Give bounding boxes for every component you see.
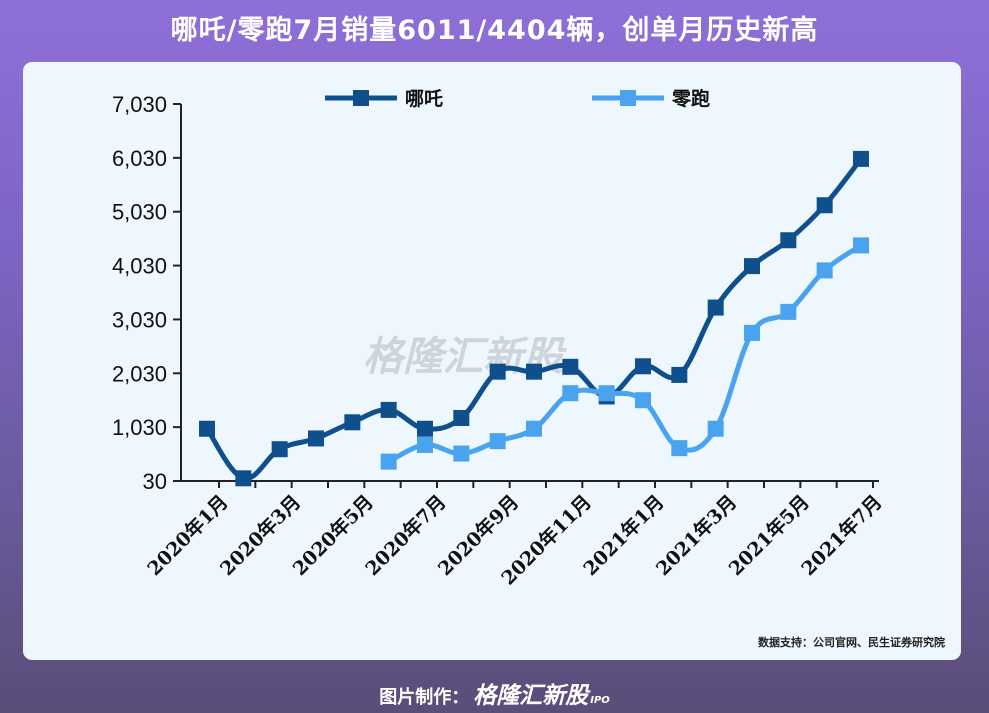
series-marker-1 xyxy=(853,237,869,254)
series-marker-0 xyxy=(671,366,688,383)
series-marker-1 xyxy=(380,453,397,470)
y-tick-label: 30 xyxy=(143,469,167,494)
series-marker-1 xyxy=(780,303,797,320)
legend-marker-1 xyxy=(620,90,636,106)
footer-ipo: IPO xyxy=(590,695,610,706)
y-tick-label: 3,030 xyxy=(112,307,167,332)
series-marker-0 xyxy=(308,430,324,447)
y-tick-label: 4,030 xyxy=(112,254,167,279)
line-chart: 格隆汇新股 301,0302,0303,0304,0305,0306,0307,… xyxy=(112,87,887,589)
series-marker-1 xyxy=(489,433,506,450)
series-marker-0 xyxy=(635,358,651,375)
series-marker-0 xyxy=(235,470,252,487)
y-tick-label: 1,030 xyxy=(112,415,167,440)
y-tick-label: 5,030 xyxy=(112,200,167,225)
series-marker-0 xyxy=(707,299,724,316)
series-marker-1 xyxy=(816,262,833,279)
chart-card: 格隆汇新股 30 1,030 2,030 3,030 4,030 5,030 6,030 7,… xyxy=(23,62,961,660)
footer-brand: 格隆汇新股 xyxy=(473,683,589,709)
y-tick-label: 6,030 xyxy=(112,146,167,171)
series-marker-1 xyxy=(417,436,433,453)
series-marker-0 xyxy=(489,363,506,380)
legend-label-0: 哪吒 xyxy=(405,88,443,110)
legend-marker-0 xyxy=(353,90,369,106)
series-marker-0 xyxy=(380,401,397,418)
source-note: 数据支持：公司官网、民生证券研究院 xyxy=(758,636,945,649)
series-marker-0 xyxy=(780,232,797,249)
series-marker-1 xyxy=(671,440,688,457)
series-marker-1 xyxy=(598,385,615,402)
series-marker-0 xyxy=(344,414,361,431)
y-tick-label: 7,030 xyxy=(112,92,167,117)
series-marker-0 xyxy=(526,363,542,380)
legend-label-1: 零跑 xyxy=(671,87,710,110)
page-title: 哪吒/零跑7月销量6011/4404辆，创单月历史新高 xyxy=(170,15,819,46)
series-marker-0 xyxy=(744,258,760,275)
series-marker-0 xyxy=(562,358,579,375)
series-marker-1 xyxy=(635,392,651,409)
series-marker-1 xyxy=(707,420,724,437)
series-marker-0 xyxy=(816,197,833,214)
series-marker-1 xyxy=(562,385,579,402)
series-marker-0 xyxy=(199,420,215,437)
footer: 图片制作： 格隆汇新股 IPO xyxy=(0,676,989,710)
footer-prefix: 图片制作： xyxy=(379,687,470,708)
series-marker-1 xyxy=(453,445,470,462)
series-marker-0 xyxy=(453,409,470,426)
series-marker-1 xyxy=(526,420,542,437)
series-marker-1 xyxy=(744,324,760,341)
series-marker-0 xyxy=(271,441,288,458)
series-marker-0 xyxy=(417,420,433,437)
series-marker-0 xyxy=(853,150,869,167)
y-tick-label: 2,030 xyxy=(112,361,167,386)
